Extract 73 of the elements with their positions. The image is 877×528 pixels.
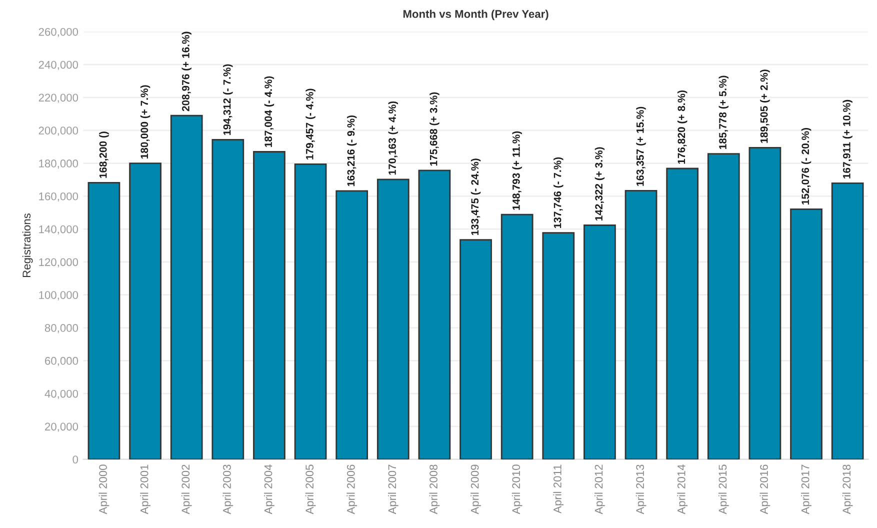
y-tick-label: 40,000 [44, 390, 78, 400]
bar [376, 178, 410, 460]
data-label: 194,312 (- 7.%) [223, 64, 233, 135]
x-tick-label: April 2012 [594, 464, 605, 514]
bar [500, 214, 534, 460]
bar [748, 146, 782, 460]
y-tick-label: 160,000 [39, 192, 78, 202]
bar [294, 163, 327, 460]
x-tick-label: April 2002 [181, 464, 192, 514]
x-tick-label: April 2003 [222, 464, 234, 514]
data-label: 179,457 (- 4.%) [306, 88, 316, 160]
x-tick-label: April 2015 [718, 464, 729, 514]
y-tick-label: 220,000 [38, 94, 78, 103]
data-label: 189,505 (+ 2.%) [760, 70, 770, 143]
bar [624, 190, 658, 460]
bar [831, 182, 864, 460]
bar [666, 168, 699, 460]
x-tick-label: April 2017 [801, 464, 812, 514]
x-tick-label: April 2010 [512, 464, 522, 514]
x-tick-label: April 2007 [388, 464, 398, 514]
y-tick-label: 60,000 [45, 356, 78, 366]
x-tick-label: April 2000 [98, 464, 110, 514]
data-label: 137,746 (- 7.%) [554, 157, 564, 228]
data-label: 163,357 (+ 15.%) [636, 106, 646, 186]
bar [129, 162, 162, 460]
data-label: 152,076 (- 20.%) [801, 128, 812, 204]
y-axis-title: Registrations [22, 213, 33, 278]
x-tick-label: April 2014 [677, 464, 688, 514]
bar [336, 190, 368, 460]
x-tick-label: April 2008 [429, 464, 440, 514]
data-label: 148,793 (+ 11.%) [512, 131, 522, 210]
y-tick-label: 140,000 [39, 225, 78, 235]
bar [790, 208, 822, 460]
data-label: 187,004 (- 4.%) [264, 76, 274, 147]
data-label: 170,163 (+ 4.%) [388, 101, 398, 175]
x-tick-label: April 2005 [305, 464, 316, 514]
data-label: 167,911 (+ 10.%) [842, 100, 852, 178]
bar [418, 170, 451, 460]
x-tick-label: April 2016 [760, 464, 770, 514]
x-tick-label: April 2004 [264, 464, 274, 514]
x-tick-label: April 2013 [636, 464, 646, 514]
data-label: 176,820 (+ 8.%) [677, 90, 688, 164]
x-tick-label: April 2011 [553, 464, 564, 514]
bar [212, 139, 244, 460]
x-tick-label: April 2018 [842, 464, 853, 514]
y-tick-label: 100,000 [39, 291, 78, 300]
data-label: 142,322 (+ 3.%) [594, 147, 605, 220]
data-label: 168,200 () [99, 132, 109, 178]
data-label: 163,216 (- 9.%) [346, 115, 357, 186]
y-tick-label: 80,000 [44, 324, 78, 334]
y-tick-label: 20,000 [45, 422, 78, 432]
bar [88, 182, 120, 460]
chart-title: Month vs Month (Prev Year) [403, 10, 548, 20]
data-label: 175,668 (+ 3.%) [430, 92, 440, 166]
bar [542, 232, 575, 460]
data-label: 185,778 (+ 5.%) [718, 76, 728, 149]
y-tick-label: 200,000 [38, 126, 78, 136]
bar [707, 153, 740, 460]
y-tick-label: 0 [72, 456, 78, 464]
x-tick-label: April 2001 [140, 464, 150, 514]
data-label: 180,000 (+ 7.%) [140, 85, 150, 159]
bar [584, 224, 616, 460]
y-tick-label: 260,000 [38, 28, 78, 38]
data-label: 133,475 (- 24.%) [470, 158, 481, 236]
x-tick-label: April 2009 [470, 464, 481, 514]
x-tick-label: April 2006 [346, 464, 358, 514]
y-tick-label: 240,000 [38, 60, 78, 70]
y-tick-label: 180,000 [39, 160, 78, 169]
bar [460, 239, 492, 460]
data-label: 208,976 (+ 16.%) [182, 32, 192, 112]
y-tick-label: 120,000 [39, 258, 78, 268]
bar [170, 114, 203, 460]
bar [253, 151, 286, 460]
